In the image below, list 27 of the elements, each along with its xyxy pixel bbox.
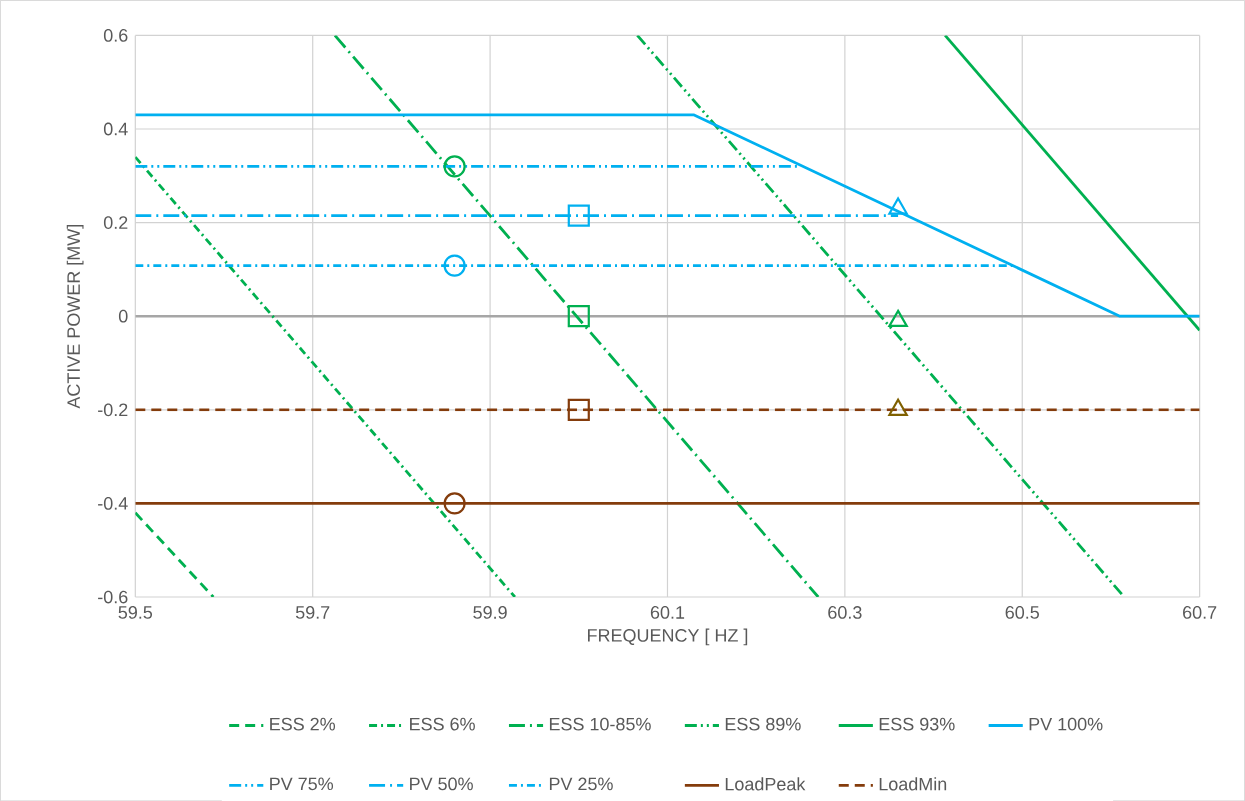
y-tick-label: 0 — [118, 309, 128, 323]
y-tick-label: -0.2 — [98, 403, 128, 417]
x-tick-label: 60.5 — [1005, 605, 1039, 619]
legend-label: ESS 6% — [410, 717, 475, 731]
legend-label: PV 100% — [1029, 717, 1103, 731]
y-axis-title: ACTIVE POWER [MW] — [66, 224, 84, 409]
x-axis-title: FREQUENCY [ HZ ] — [588, 628, 748, 646]
legend-label: LoadPeak — [725, 777, 806, 791]
legend-label: LoadMin — [879, 777, 947, 791]
legend-label: PV 50% — [410, 777, 473, 791]
x-tick-label: 59.7 — [295, 605, 330, 619]
legend-label: ESS 10-85% — [549, 717, 651, 731]
y-tick-label: -0.6 — [98, 590, 128, 604]
y-tick-label: 0.2 — [103, 216, 128, 229]
x-tick-label: 60.3 — [828, 605, 862, 619]
legend-label: PV 25% — [549, 777, 613, 791]
y-tick-label: -0.4 — [98, 496, 128, 510]
y-tick-label: 0.4 — [103, 122, 128, 136]
y-tick-label: 0.6 — [103, 28, 128, 42]
legend-label: PV 75% — [270, 777, 334, 791]
legend-label: ESS 89% — [725, 717, 801, 731]
x-tick-label: 59.9 — [473, 605, 507, 619]
x-tick-label: 60.7 — [1183, 605, 1217, 619]
legend-label: ESS 2% — [270, 717, 336, 731]
legend-label: ESS 93% — [879, 717, 955, 731]
x-tick-label: 60.1 — [650, 605, 685, 619]
x-tick-label: 59.5 — [118, 605, 153, 619]
